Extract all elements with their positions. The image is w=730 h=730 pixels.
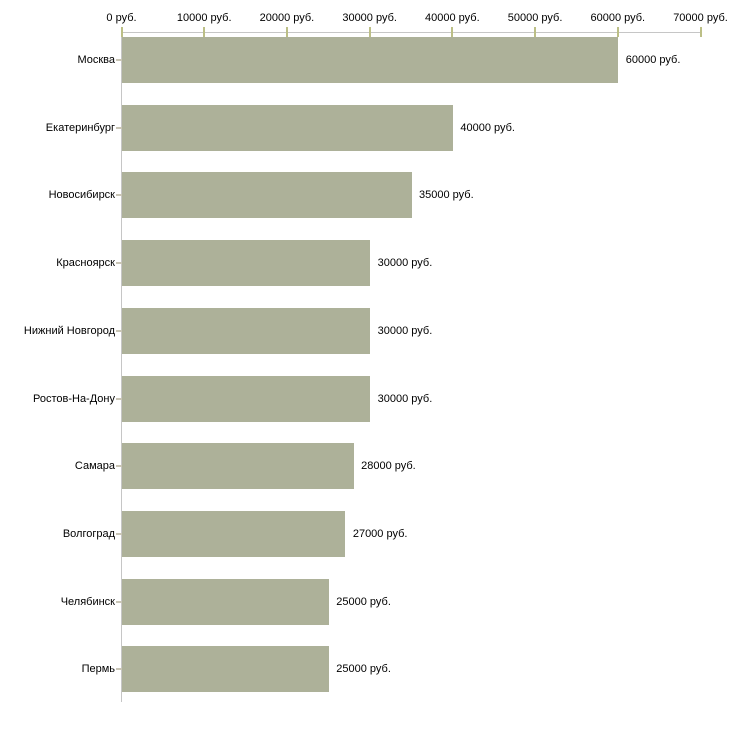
- category-label: Волгоград: [62, 527, 115, 540]
- y-axis-line: [121, 32, 122, 702]
- x-axis-tick-mark: [285, 27, 288, 37]
- category-tick-mark: [116, 532, 122, 535]
- bar-value-label: 30000 руб.: [377, 392, 433, 405]
- x-axis-tick-mark: [616, 27, 619, 37]
- category-label: Ростов-На-Дону: [32, 392, 115, 405]
- category-tick-mark: [116, 600, 122, 603]
- category-tick-mark: [116, 262, 122, 265]
- bar-9: [122, 646, 329, 693]
- bar-value-label: 30000 руб.: [377, 257, 433, 270]
- x-axis-tick-label: 60000 руб.: [590, 12, 646, 24]
- x-axis-tick-label: 20000 руб.: [259, 12, 315, 24]
- x-axis-tick-mark: [699, 27, 702, 37]
- category-label: Москва: [77, 54, 115, 66]
- x-axis-tick-label: 0 руб.: [106, 12, 137, 24]
- bar-value-label: 25000 руб.: [336, 595, 391, 608]
- category-tick-mark: [116, 126, 122, 129]
- x-axis-tick-label: 50000 руб.: [507, 12, 563, 24]
- category-tick-mark: [116, 465, 122, 468]
- bar-value-label: 25000 руб.: [336, 663, 391, 676]
- bar-5: [122, 375, 371, 422]
- x-axis-tick-mark: [120, 27, 123, 37]
- category-label: Екатеринбург: [45, 121, 115, 134]
- x-axis-tick-label: 40000 руб.: [425, 12, 480, 24]
- category-label: Пермь: [81, 663, 115, 676]
- category-tick-mark: [116, 329, 122, 332]
- x-axis-tick-mark: [534, 27, 537, 37]
- bar-8: [122, 578, 329, 625]
- category-label: Нижний Новгород: [23, 324, 115, 337]
- bar-1: [122, 104, 453, 151]
- x-axis-tick-label: 30000 руб.: [342, 12, 397, 24]
- bar-0: [122, 37, 619, 83]
- bar-3: [122, 240, 371, 287]
- category-label: Новосибирск: [48, 189, 115, 202]
- category-tick-mark: [116, 194, 122, 197]
- x-axis-line: [121, 32, 702, 33]
- bar-value-label: 40000 руб.: [460, 121, 515, 134]
- bar-value-label: 60000 руб.: [625, 54, 681, 66]
- category-tick-mark: [116, 397, 122, 400]
- bar-2: [122, 172, 412, 219]
- category-label: Самара: [74, 460, 115, 473]
- category-tick-mark: [116, 59, 122, 61]
- bar-6: [122, 443, 354, 490]
- bar-7: [122, 510, 346, 557]
- bar-value-label: 27000 руб.: [352, 527, 408, 540]
- x-axis-tick-label: 70000 руб.: [673, 12, 728, 24]
- bar-value-label: 30000 руб.: [377, 324, 433, 337]
- category-label: Челябинск: [60, 595, 115, 608]
- bar-value-label: 28000 руб.: [361, 460, 416, 473]
- bar-4: [122, 307, 371, 354]
- x-axis-tick-mark: [451, 27, 454, 37]
- x-axis-tick-mark: [203, 27, 206, 37]
- category-tick-mark: [116, 668, 122, 671]
- x-axis-tick-label: 10000 руб.: [176, 12, 232, 24]
- x-axis-tick-mark: [368, 27, 371, 37]
- bar-value-label: 35000 руб.: [419, 189, 474, 202]
- category-label: Красноярск: [56, 257, 115, 270]
